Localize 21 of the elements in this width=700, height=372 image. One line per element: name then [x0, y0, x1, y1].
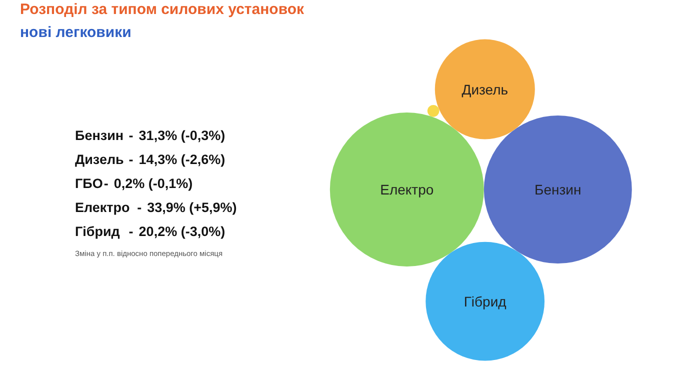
category-label: Дизель — [462, 81, 508, 98]
text: - — [104, 176, 108, 191]
text: - — [128, 224, 134, 239]
text: нові легковики — [20, 24, 132, 41]
data-label: 33,9% (+5,9%) — [147, 200, 237, 215]
category-label: Гібрид — [464, 293, 506, 310]
category-label: Електро — [380, 182, 434, 198]
category-label: ГБО — [75, 176, 103, 191]
data-label: 0,2% (-0,1%) — [114, 176, 193, 191]
category-label: Бензин — [75, 128, 124, 143]
category-label: Гібрид — [75, 224, 120, 239]
category-label: Бензин — [534, 182, 582, 198]
text: - — [128, 128, 134, 143]
data-label: 31,3% (-0,3%) — [138, 128, 226, 143]
text: - — [128, 152, 134, 167]
data-label: 14,3% (-2,6%) — [138, 152, 226, 167]
category-label: Дизель — [75, 152, 124, 167]
category-label: Електро — [75, 200, 130, 215]
data-label: 20,2% (-3,0%) — [138, 224, 226, 239]
text: Розподіл за типом силових установок — [20, 1, 305, 18]
text: - — [137, 200, 142, 215]
